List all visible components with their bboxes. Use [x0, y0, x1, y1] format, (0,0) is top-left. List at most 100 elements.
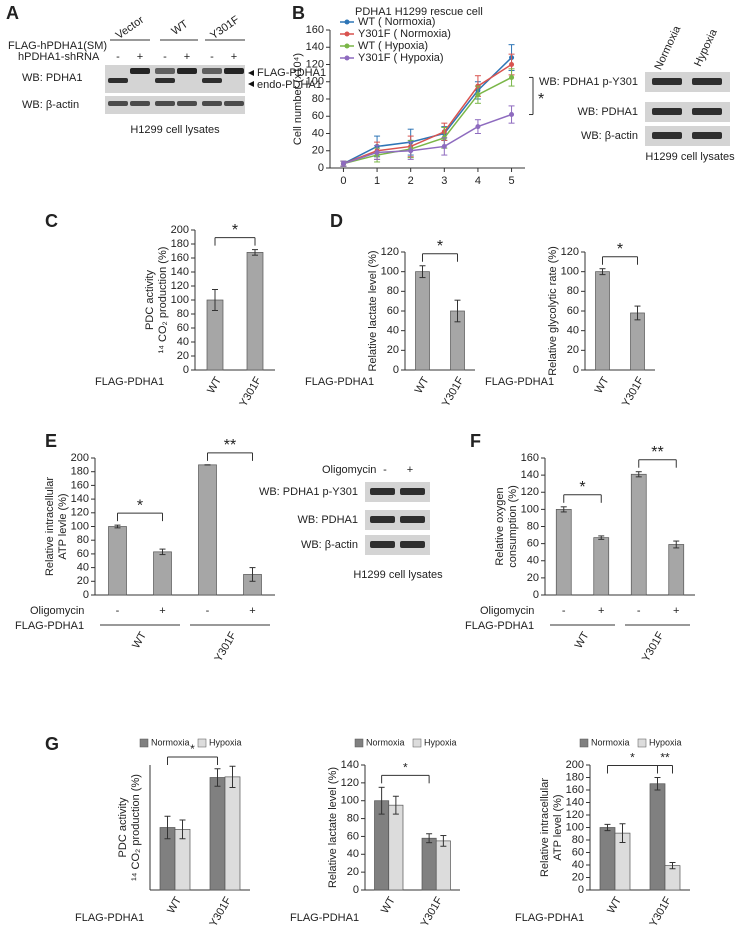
y-tick-label: 0 — [578, 884, 584, 896]
x-tick-label: 3 — [441, 175, 447, 187]
annotation: ** — [651, 444, 663, 461]
blot-band — [130, 101, 150, 106]
legend-swatch — [197, 738, 207, 748]
y-tick-label: 80 — [387, 285, 399, 297]
row-label: Oligomycin — [480, 605, 534, 617]
blot-band — [108, 101, 128, 106]
x-tick-label: Y301F — [620, 375, 647, 409]
bar — [595, 271, 610, 371]
legend-label: Y301F ( Normoxia) — [358, 28, 451, 40]
caption: H1299 cell lysates — [130, 124, 220, 136]
y-tick-label: 40 — [347, 848, 359, 860]
lane-sign: - — [210, 51, 214, 63]
x-axis-label: FLAG-PDHA1 — [75, 912, 144, 924]
y-tick-label: 140 — [341, 759, 359, 771]
group-label: WT — [573, 630, 592, 651]
blot-band — [652, 78, 682, 85]
legend-swatch — [139, 738, 149, 748]
blot-band — [652, 132, 682, 139]
y-tick-label: 100 — [71, 520, 89, 532]
blot-band — [155, 101, 175, 106]
y-tick-label: 140 — [566, 796, 584, 808]
legend-marker — [344, 55, 350, 61]
y-tick-label: 120 — [306, 58, 324, 70]
y-tick-label: 80 — [527, 520, 539, 532]
y-axis-label: ¹⁴ CO₂ production (%) — [157, 247, 169, 354]
annotation: * — [232, 222, 238, 239]
y-tick-label: 120 — [521, 486, 539, 498]
lane-sign: + — [231, 51, 237, 63]
y-axis-label: Relative lactate level (%) — [327, 767, 339, 888]
bar — [649, 783, 666, 891]
lane-sign: - — [116, 51, 120, 63]
blot-band — [202, 78, 222, 83]
x-axis-label: FLAG-PDHA1 — [305, 376, 374, 388]
y-tick-label: 0 — [318, 162, 324, 174]
legend-label: Normoxia — [591, 737, 630, 747]
panel-label: F — [470, 431, 481, 451]
panel-label: E — [45, 431, 57, 451]
blot-band — [370, 541, 395, 548]
y-axis-label: ATP levle (%) — [57, 493, 69, 559]
bar — [664, 865, 681, 891]
legend-label: Normoxia — [366, 737, 405, 747]
bar — [153, 551, 172, 596]
legend-label: Hypoxia — [649, 737, 682, 747]
legend-marker — [344, 31, 350, 37]
y-tick-label: 140 — [521, 469, 539, 481]
y-tick-label: 140 — [306, 41, 324, 53]
series-line — [343, 57, 513, 165]
series-line — [343, 63, 512, 165]
y-tick-label: 120 — [341, 777, 359, 789]
annotation: * — [190, 742, 195, 756]
row-label: hPDHA1-shRNA — [18, 51, 100, 63]
bar — [415, 271, 430, 371]
y-tick-label: 80 — [312, 93, 324, 105]
y-tick-label: 100 — [381, 266, 399, 278]
row-label: Oligomycin — [30, 605, 84, 617]
bar — [435, 840, 451, 891]
legend-label: Y301F ( Hypoxia) — [358, 52, 444, 64]
lane-sign: - — [163, 51, 167, 63]
annotation: * — [630, 751, 635, 765]
y-axis-label: Relative glycolytic rate (%) — [547, 246, 559, 376]
y-axis-label: Relative oxygen — [494, 487, 506, 565]
y-axis-label: ATP level (%) — [552, 794, 564, 860]
x-tick-label: Y301F — [440, 375, 467, 409]
bar — [224, 776, 241, 891]
y-tick-label: 180 — [71, 466, 89, 478]
y-tick-label: 160 — [71, 479, 89, 491]
blot-band — [692, 78, 722, 85]
y-tick-label: 100 — [521, 503, 539, 515]
y-tick-label: 200 — [566, 759, 584, 771]
y-tick-label: 40 — [312, 127, 324, 139]
blot-band — [370, 516, 395, 523]
y-tick-label: 0 — [533, 589, 539, 601]
x-axis-label: FLAG-PDHA1 — [290, 912, 359, 924]
lane-sign: + — [407, 464, 413, 476]
annotation: * — [538, 91, 544, 108]
y-tick-label: 120 — [566, 809, 584, 821]
bar — [630, 312, 645, 371]
y-tick-label: 60 — [77, 548, 89, 560]
y-tick-label: 100 — [341, 795, 359, 807]
wb-label: WB: PDHA1 — [22, 72, 83, 84]
y-tick-label: 0 — [183, 364, 189, 376]
arrowhead — [248, 70, 254, 76]
group-label: WT — [130, 630, 149, 651]
lane-sign: + — [137, 51, 143, 63]
bar — [630, 473, 647, 596]
blot-band — [400, 516, 425, 523]
x-axis-label: FLAG-PDHA1 — [95, 376, 164, 388]
y-tick-label: 60 — [527, 538, 539, 550]
blot-band — [202, 68, 222, 74]
y-tick-label: 160 — [566, 784, 584, 796]
x-tick-label: + — [598, 605, 604, 617]
lane-label: Hypoxia — [692, 27, 720, 69]
y-tick-label: 120 — [561, 246, 579, 258]
annotation: * — [403, 760, 408, 774]
blot-band — [400, 488, 425, 495]
y-tick-label: 160 — [306, 24, 324, 36]
x-tick-label: WT — [379, 895, 398, 916]
